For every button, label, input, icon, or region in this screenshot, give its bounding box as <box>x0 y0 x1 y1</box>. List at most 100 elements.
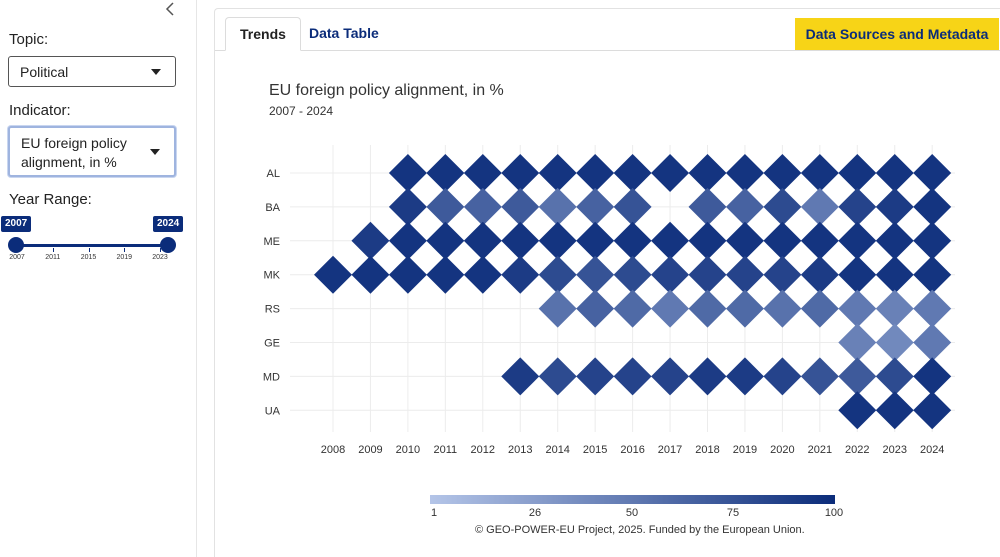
x-tick-label: 2016 <box>620 444 644 456</box>
x-tick-label: 2023 <box>883 444 907 456</box>
heatmap-cell <box>388 154 427 192</box>
heatmap-cell <box>875 323 914 362</box>
heatmap-cell <box>651 221 690 260</box>
topic-select[interactable]: Political <box>8 56 176 87</box>
heatmap-cell <box>688 221 727 260</box>
heatmap-cell <box>388 221 427 260</box>
heatmap-cell <box>913 289 952 328</box>
x-tick-label: 2012 <box>471 444 495 456</box>
heatmap-cell <box>463 154 502 192</box>
heatmap-cell <box>463 255 502 294</box>
heatmap-cell <box>538 255 577 294</box>
heatmap-cell <box>763 187 802 226</box>
indicator-select-value-line2: alignment, in % <box>21 154 117 170</box>
tab-data-table[interactable]: Data Table <box>309 25 379 41</box>
heatmap-cell <box>913 357 952 396</box>
slider-tick <box>160 248 162 252</box>
heatmap-cell <box>613 187 652 226</box>
slider-tick <box>52 248 54 252</box>
topic-select-value: Political <box>20 64 69 80</box>
heatmap-cell <box>800 187 839 226</box>
slider-start-badge: 2007 <box>1 216 32 232</box>
heatmap-cell <box>763 221 802 260</box>
heatmap-cell <box>763 357 802 396</box>
chart-subtitle: 2007 - 2024 <box>269 104 334 118</box>
heatmap-cell <box>913 221 952 260</box>
y-tick-label: AL <box>267 168 280 180</box>
y-tick-label: GE <box>264 338 280 350</box>
heatmap-cell <box>875 289 914 328</box>
y-tick-label: ME <box>264 236 281 248</box>
heatmap-cell <box>838 154 877 192</box>
heatmap-cell <box>613 357 652 396</box>
x-tick-label: 2024 <box>920 444 944 456</box>
heatmap-cell <box>613 154 652 192</box>
heatmap-cell <box>538 154 577 192</box>
heatmap-cell <box>651 154 690 192</box>
heatmap-cell <box>351 221 390 260</box>
slider-start-handle[interactable] <box>8 237 24 253</box>
x-tick-label: 2011 <box>434 444 458 456</box>
slider-end-handle[interactable] <box>160 237 176 253</box>
heatmap-cell <box>501 187 540 226</box>
sidebar: Topic: Political Indicator: EU foreign p… <box>0 0 197 557</box>
x-tick-label: 2013 <box>508 444 532 456</box>
heatmap-cell <box>688 255 727 294</box>
dropdown-caret-icon <box>151 68 161 75</box>
heatmap-cell <box>463 187 502 226</box>
data-sources-metadata-button[interactable]: Data Sources and Metadata <box>795 18 999 50</box>
indicator-select[interactable]: EU foreign policy alignment, in % <box>8 126 176 177</box>
heatmap-cell <box>688 357 727 396</box>
heatmap-cell <box>576 289 615 328</box>
chevron-left-icon[interactable] <box>162 2 178 18</box>
heatmap-cell <box>501 357 540 396</box>
heatmap-cell <box>838 357 877 396</box>
y-tick-label: UA <box>265 405 281 417</box>
heatmap-cell <box>875 154 914 192</box>
heatmap-cell <box>463 221 502 260</box>
legend-label: 50 <box>625 507 639 519</box>
tab-trends[interactable]: Trends <box>225 17 301 51</box>
color-scale-legend <box>430 495 835 504</box>
heatmap-cell <box>576 187 615 226</box>
heatmap-cell <box>538 289 577 328</box>
x-tick-label: 2021 <box>808 444 832 456</box>
heatmap-cell <box>875 357 914 396</box>
heatmap-cell <box>913 187 952 226</box>
indicator-label: Indicator: <box>9 102 71 119</box>
heatmap-cell <box>426 255 465 294</box>
x-tick-label: 2015 <box>583 444 607 456</box>
heatmap-cell <box>576 154 615 192</box>
heatmap-cell <box>875 221 914 260</box>
heatmap-cell <box>651 357 690 396</box>
heatmap-cell <box>613 255 652 294</box>
heatmap-cell <box>538 221 577 260</box>
footer-credit: © GEO-POWER-EU Project, 2025. Funded by … <box>475 524 805 536</box>
heatmap-cell <box>688 154 727 192</box>
heatmap-cell <box>913 255 952 294</box>
slider-tick-label: 2019 <box>116 254 133 261</box>
slider-tick <box>17 248 18 252</box>
slider-tick-label: 2011 <box>45 254 61 261</box>
heatmap-cell <box>501 255 540 294</box>
heatmap-cell <box>838 255 877 294</box>
year-range-slider[interactable]: 2007 2024 2007 2011 2015 2019 2023 <box>0 215 197 265</box>
y-tick-label: MD <box>263 371 280 383</box>
heatmap-cell <box>388 255 427 294</box>
heatmap-cell <box>501 154 540 192</box>
y-tick-label: BA <box>265 202 280 214</box>
heatmap-cell <box>800 154 839 192</box>
x-tick-label: 2019 <box>733 444 757 456</box>
slider-tick-label: 2015 <box>80 254 97 261</box>
legend-label: 1 <box>430 507 438 519</box>
heatmap-cell <box>763 154 802 192</box>
heatmap-cell <box>725 187 764 226</box>
heatmap-cell <box>613 289 652 328</box>
legend-label: 100 <box>824 507 844 519</box>
x-tick-label: 2009 <box>358 444 382 456</box>
heatmap-cell <box>800 221 839 260</box>
heatmap-cell <box>351 255 390 294</box>
heatmap-cell <box>763 255 802 294</box>
heatmap-cell <box>725 154 764 192</box>
slider-track[interactable] <box>17 244 169 247</box>
